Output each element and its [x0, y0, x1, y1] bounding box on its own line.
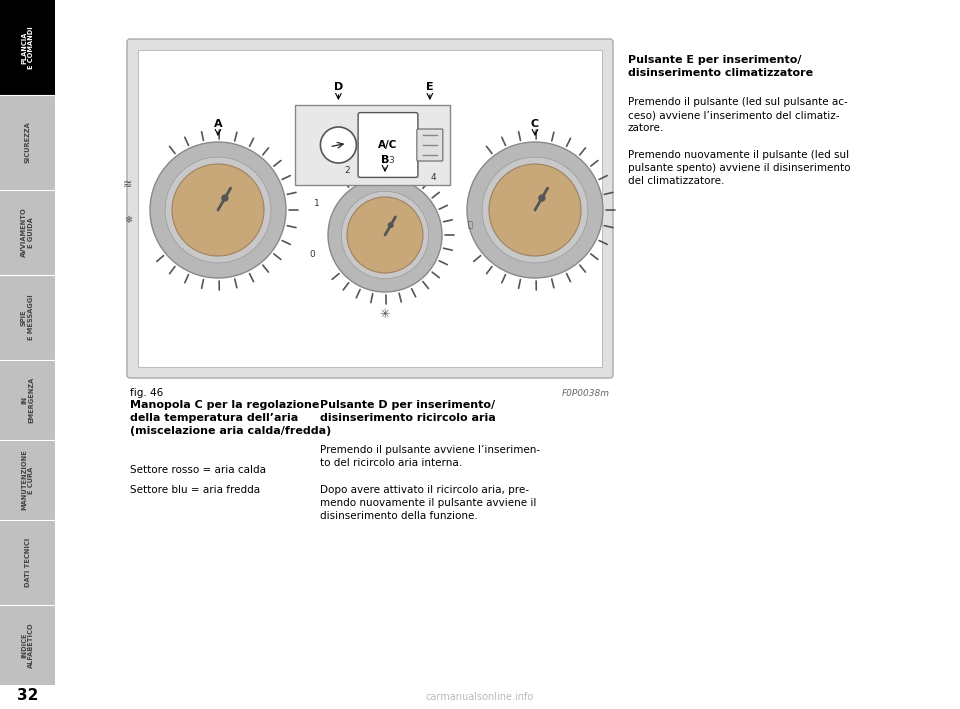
- Text: A: A: [214, 119, 223, 129]
- Text: F0P0038m: F0P0038m: [562, 389, 610, 398]
- Circle shape: [539, 194, 545, 202]
- Circle shape: [347, 197, 423, 273]
- Text: IN
EMERGENZA: IN EMERGENZA: [21, 377, 34, 423]
- Bar: [0, 190, 55, 275]
- Text: A/C: A/C: [378, 140, 397, 150]
- Bar: [0, 360, 55, 440]
- Text: B: B: [381, 155, 389, 165]
- Circle shape: [150, 142, 286, 278]
- FancyBboxPatch shape: [127, 39, 613, 378]
- Circle shape: [467, 142, 603, 278]
- Circle shape: [172, 164, 264, 256]
- Bar: [0, 520, 55, 605]
- FancyBboxPatch shape: [358, 113, 418, 177]
- Text: SPIE
E MESSAGGI: SPIE E MESSAGGI: [21, 295, 34, 340]
- Text: DATI TECNICI: DATI TECNICI: [25, 538, 31, 587]
- Text: fig. 46: fig. 46: [130, 388, 163, 398]
- Circle shape: [489, 164, 581, 256]
- Circle shape: [342, 191, 429, 279]
- Text: 🌡: 🌡: [468, 220, 472, 230]
- Text: 32: 32: [17, 688, 38, 703]
- Circle shape: [165, 157, 271, 263]
- Text: 4: 4: [430, 173, 436, 182]
- Text: C: C: [531, 119, 540, 129]
- Bar: [0, 0, 55, 95]
- Text: Settore blu = aria fredda: Settore blu = aria fredda: [130, 485, 260, 495]
- Circle shape: [328, 178, 442, 292]
- Text: 0: 0: [310, 250, 316, 259]
- Text: MANUTENZIONE
E CURA: MANUTENZIONE E CURA: [21, 450, 34, 510]
- Text: ❄: ❄: [124, 215, 132, 225]
- Bar: [138, 50, 602, 367]
- Text: 3: 3: [389, 156, 395, 164]
- Text: E: E: [426, 82, 434, 92]
- Circle shape: [221, 194, 228, 202]
- Circle shape: [321, 127, 356, 163]
- Text: Settore rosso = aria calda: Settore rosso = aria calda: [130, 465, 266, 475]
- Text: D: D: [334, 82, 343, 92]
- Circle shape: [388, 222, 394, 228]
- Circle shape: [482, 157, 588, 263]
- Text: ≋: ≋: [123, 180, 132, 190]
- Text: Manopola C per la regolazione
della temperatura dell’aria
(miscelazione aria cal: Manopola C per la regolazione della temp…: [130, 400, 331, 437]
- FancyBboxPatch shape: [417, 129, 443, 161]
- Bar: [0, 95, 55, 190]
- Bar: [295, 105, 450, 185]
- Text: Premendo il pulsante (led sul pulsante ac-
ceso) avviene l’inserimento del clima: Premendo il pulsante (led sul pulsante a…: [628, 97, 851, 186]
- Text: PLANCIA
E COMANDI: PLANCIA E COMANDI: [21, 26, 34, 69]
- Bar: [0, 440, 55, 520]
- Text: 2: 2: [345, 165, 350, 174]
- Text: Pulsante E per inserimento/
disinserimento climatizzatore: Pulsante E per inserimento/ disinserimen…: [628, 55, 813, 78]
- Text: Premendo il pulsante avviene l’inserimen-
to del ricircolo aria interna.

Dopo a: Premendo il pulsante avviene l’inserimen…: [320, 445, 540, 521]
- Text: Pulsante D per inserimento/
disinserimento ricircolo aria: Pulsante D per inserimento/ disinserimen…: [320, 400, 495, 423]
- Text: 1: 1: [314, 199, 320, 208]
- Text: ✳: ✳: [380, 308, 391, 320]
- Text: SICUREZZA: SICUREZZA: [25, 122, 31, 163]
- Text: carmanualsonline.info: carmanualsonline.info: [426, 692, 534, 702]
- Text: AVVIAMENTO
E GUIDA: AVVIAMENTO E GUIDA: [21, 208, 34, 257]
- Bar: [0, 605, 55, 685]
- Bar: [0, 275, 55, 360]
- Text: INDICE
ALFABETICO: INDICE ALFABETICO: [21, 623, 34, 668]
